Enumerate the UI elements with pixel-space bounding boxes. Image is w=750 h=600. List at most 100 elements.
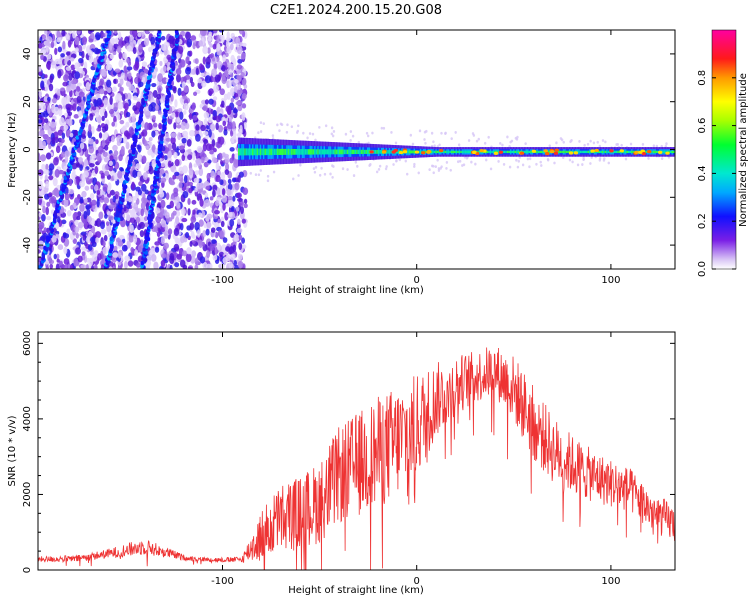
noise-blob bbox=[102, 183, 109, 192]
noise-blob bbox=[132, 30, 138, 38]
band-core bbox=[362, 149, 365, 154]
noise-blob bbox=[204, 75, 211, 84]
noise-blob bbox=[193, 163, 198, 168]
noise-blob bbox=[174, 262, 180, 268]
noise-blob bbox=[173, 187, 179, 194]
noise-blob bbox=[61, 132, 66, 140]
noise-blob bbox=[232, 58, 237, 67]
band-hotspot bbox=[472, 150, 477, 155]
noise-blob bbox=[175, 216, 180, 225]
band-core bbox=[314, 149, 317, 155]
noise-blob bbox=[132, 169, 138, 179]
noise-blob bbox=[169, 180, 176, 186]
noise-blob bbox=[151, 144, 156, 153]
noise-blob bbox=[187, 154, 193, 161]
scatter-dot bbox=[467, 139, 471, 142]
noise-blob bbox=[147, 149, 153, 156]
scatter-dot bbox=[515, 137, 519, 141]
band-core bbox=[539, 150, 542, 154]
noise-blob bbox=[66, 209, 72, 217]
scatter-dot bbox=[266, 179, 270, 183]
band-core bbox=[272, 148, 275, 156]
noise-blob bbox=[170, 94, 174, 102]
noise-blob bbox=[113, 172, 119, 182]
noise-blob bbox=[119, 86, 124, 92]
scatter-dot bbox=[624, 157, 628, 161]
band-core bbox=[265, 148, 269, 156]
noise-blob bbox=[103, 90, 108, 96]
noise-blob bbox=[57, 69, 62, 79]
noise-blob bbox=[41, 213, 46, 222]
scatter-dot bbox=[615, 143, 618, 146]
band-hotspot bbox=[402, 150, 408, 154]
noise-blob bbox=[125, 141, 130, 150]
noise-blob bbox=[69, 132, 74, 138]
noise-blob bbox=[91, 241, 97, 248]
scatter-dot bbox=[382, 126, 386, 130]
noise-blob bbox=[239, 200, 244, 207]
band-core bbox=[453, 150, 457, 154]
noise-blob bbox=[230, 97, 235, 103]
colorbar-tick-label: 0.6 bbox=[697, 118, 708, 134]
noise-blob bbox=[81, 36, 88, 45]
noise-blob bbox=[207, 47, 211, 54]
noise-blob bbox=[65, 129, 71, 138]
band-core bbox=[488, 150, 491, 154]
noise-blob bbox=[153, 225, 158, 232]
scatter-dot bbox=[652, 144, 656, 148]
streak-segment bbox=[157, 30, 162, 34]
noise-blob bbox=[221, 76, 227, 85]
noise-blob bbox=[219, 159, 224, 166]
scatter-dot bbox=[477, 137, 480, 141]
noise-blob bbox=[191, 199, 197, 205]
noise-blob bbox=[108, 215, 114, 221]
band-core bbox=[278, 148, 281, 155]
scatter-dot bbox=[548, 144, 551, 148]
noise-blob bbox=[38, 42, 43, 49]
noise-blob bbox=[241, 218, 247, 224]
noise-blob bbox=[112, 144, 118, 152]
band-core bbox=[432, 150, 435, 154]
scatter-dot bbox=[394, 141, 398, 145]
noise-blob bbox=[195, 133, 201, 142]
noise-blob bbox=[87, 49, 94, 57]
noise-blob bbox=[207, 116, 213, 124]
noise-blob bbox=[73, 114, 79, 119]
noise-blob bbox=[56, 253, 60, 260]
noise-blob bbox=[75, 232, 80, 239]
noise-blob bbox=[142, 172, 148, 181]
noise-blob bbox=[128, 72, 132, 80]
noise-blob bbox=[232, 195, 236, 202]
noise-blob bbox=[211, 57, 216, 62]
noise-blob bbox=[77, 67, 84, 73]
scatter-dot bbox=[489, 167, 493, 171]
noise-blob bbox=[222, 54, 227, 62]
band-core bbox=[407, 150, 410, 154]
noise-blob bbox=[215, 174, 221, 183]
noise-blob bbox=[140, 201, 146, 211]
band-core bbox=[303, 149, 306, 155]
band-core bbox=[342, 149, 345, 155]
noise-blob bbox=[120, 145, 125, 155]
noise-blob bbox=[98, 88, 105, 95]
noise-blob bbox=[105, 221, 110, 227]
noise-blob bbox=[88, 145, 95, 154]
scatter-dot bbox=[526, 157, 530, 161]
scatter-dot bbox=[330, 132, 334, 136]
band-core bbox=[430, 150, 434, 154]
noise-blob bbox=[53, 253, 57, 260]
noise-blob bbox=[45, 41, 51, 46]
noise-blob bbox=[116, 135, 122, 144]
scatter-dot bbox=[440, 165, 443, 169]
band-core bbox=[628, 150, 631, 154]
band-core bbox=[558, 150, 561, 154]
noise-blob bbox=[210, 239, 217, 244]
noise-blob bbox=[136, 72, 140, 78]
noise-blob bbox=[44, 83, 49, 92]
noise-blob bbox=[102, 246, 108, 255]
noise-blob bbox=[142, 77, 146, 82]
scatter-dot bbox=[553, 161, 556, 165]
noise-blob bbox=[236, 192, 242, 199]
noise-blob bbox=[60, 53, 65, 58]
noise-blob bbox=[204, 99, 209, 105]
